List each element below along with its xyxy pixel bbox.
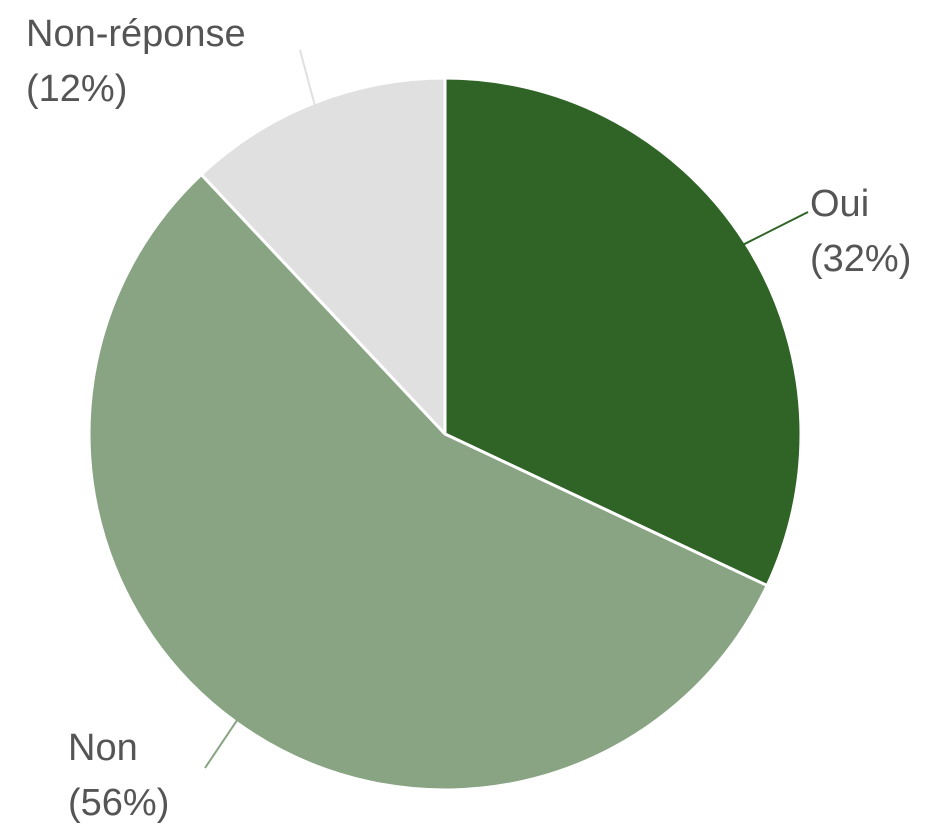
- slice-label-non-percent: (56%): [68, 782, 169, 824]
- slice-label-oui-percent: (32%): [810, 238, 911, 280]
- slice-label-non-name: Non: [68, 727, 138, 769]
- leader-line-oui: [743, 211, 809, 246]
- leader-line-non-reponse: [299, 49, 316, 106]
- slice-label-non-reponse-name: Non-réponse: [26, 13, 246, 55]
- leader-line-non: [204, 719, 238, 769]
- pie-slices: [87, 76, 803, 792]
- slice-label-non-reponse-percent: (12%): [26, 68, 127, 110]
- slice-label-non: Non (56%): [68, 727, 169, 824]
- leader-lines: [204, 49, 809, 769]
- slice-label-non-reponse: Non-réponse (12%): [26, 13, 256, 110]
- slice-label-oui: Oui (32%): [810, 183, 911, 280]
- slice-label-oui-name: Oui: [810, 183, 869, 225]
